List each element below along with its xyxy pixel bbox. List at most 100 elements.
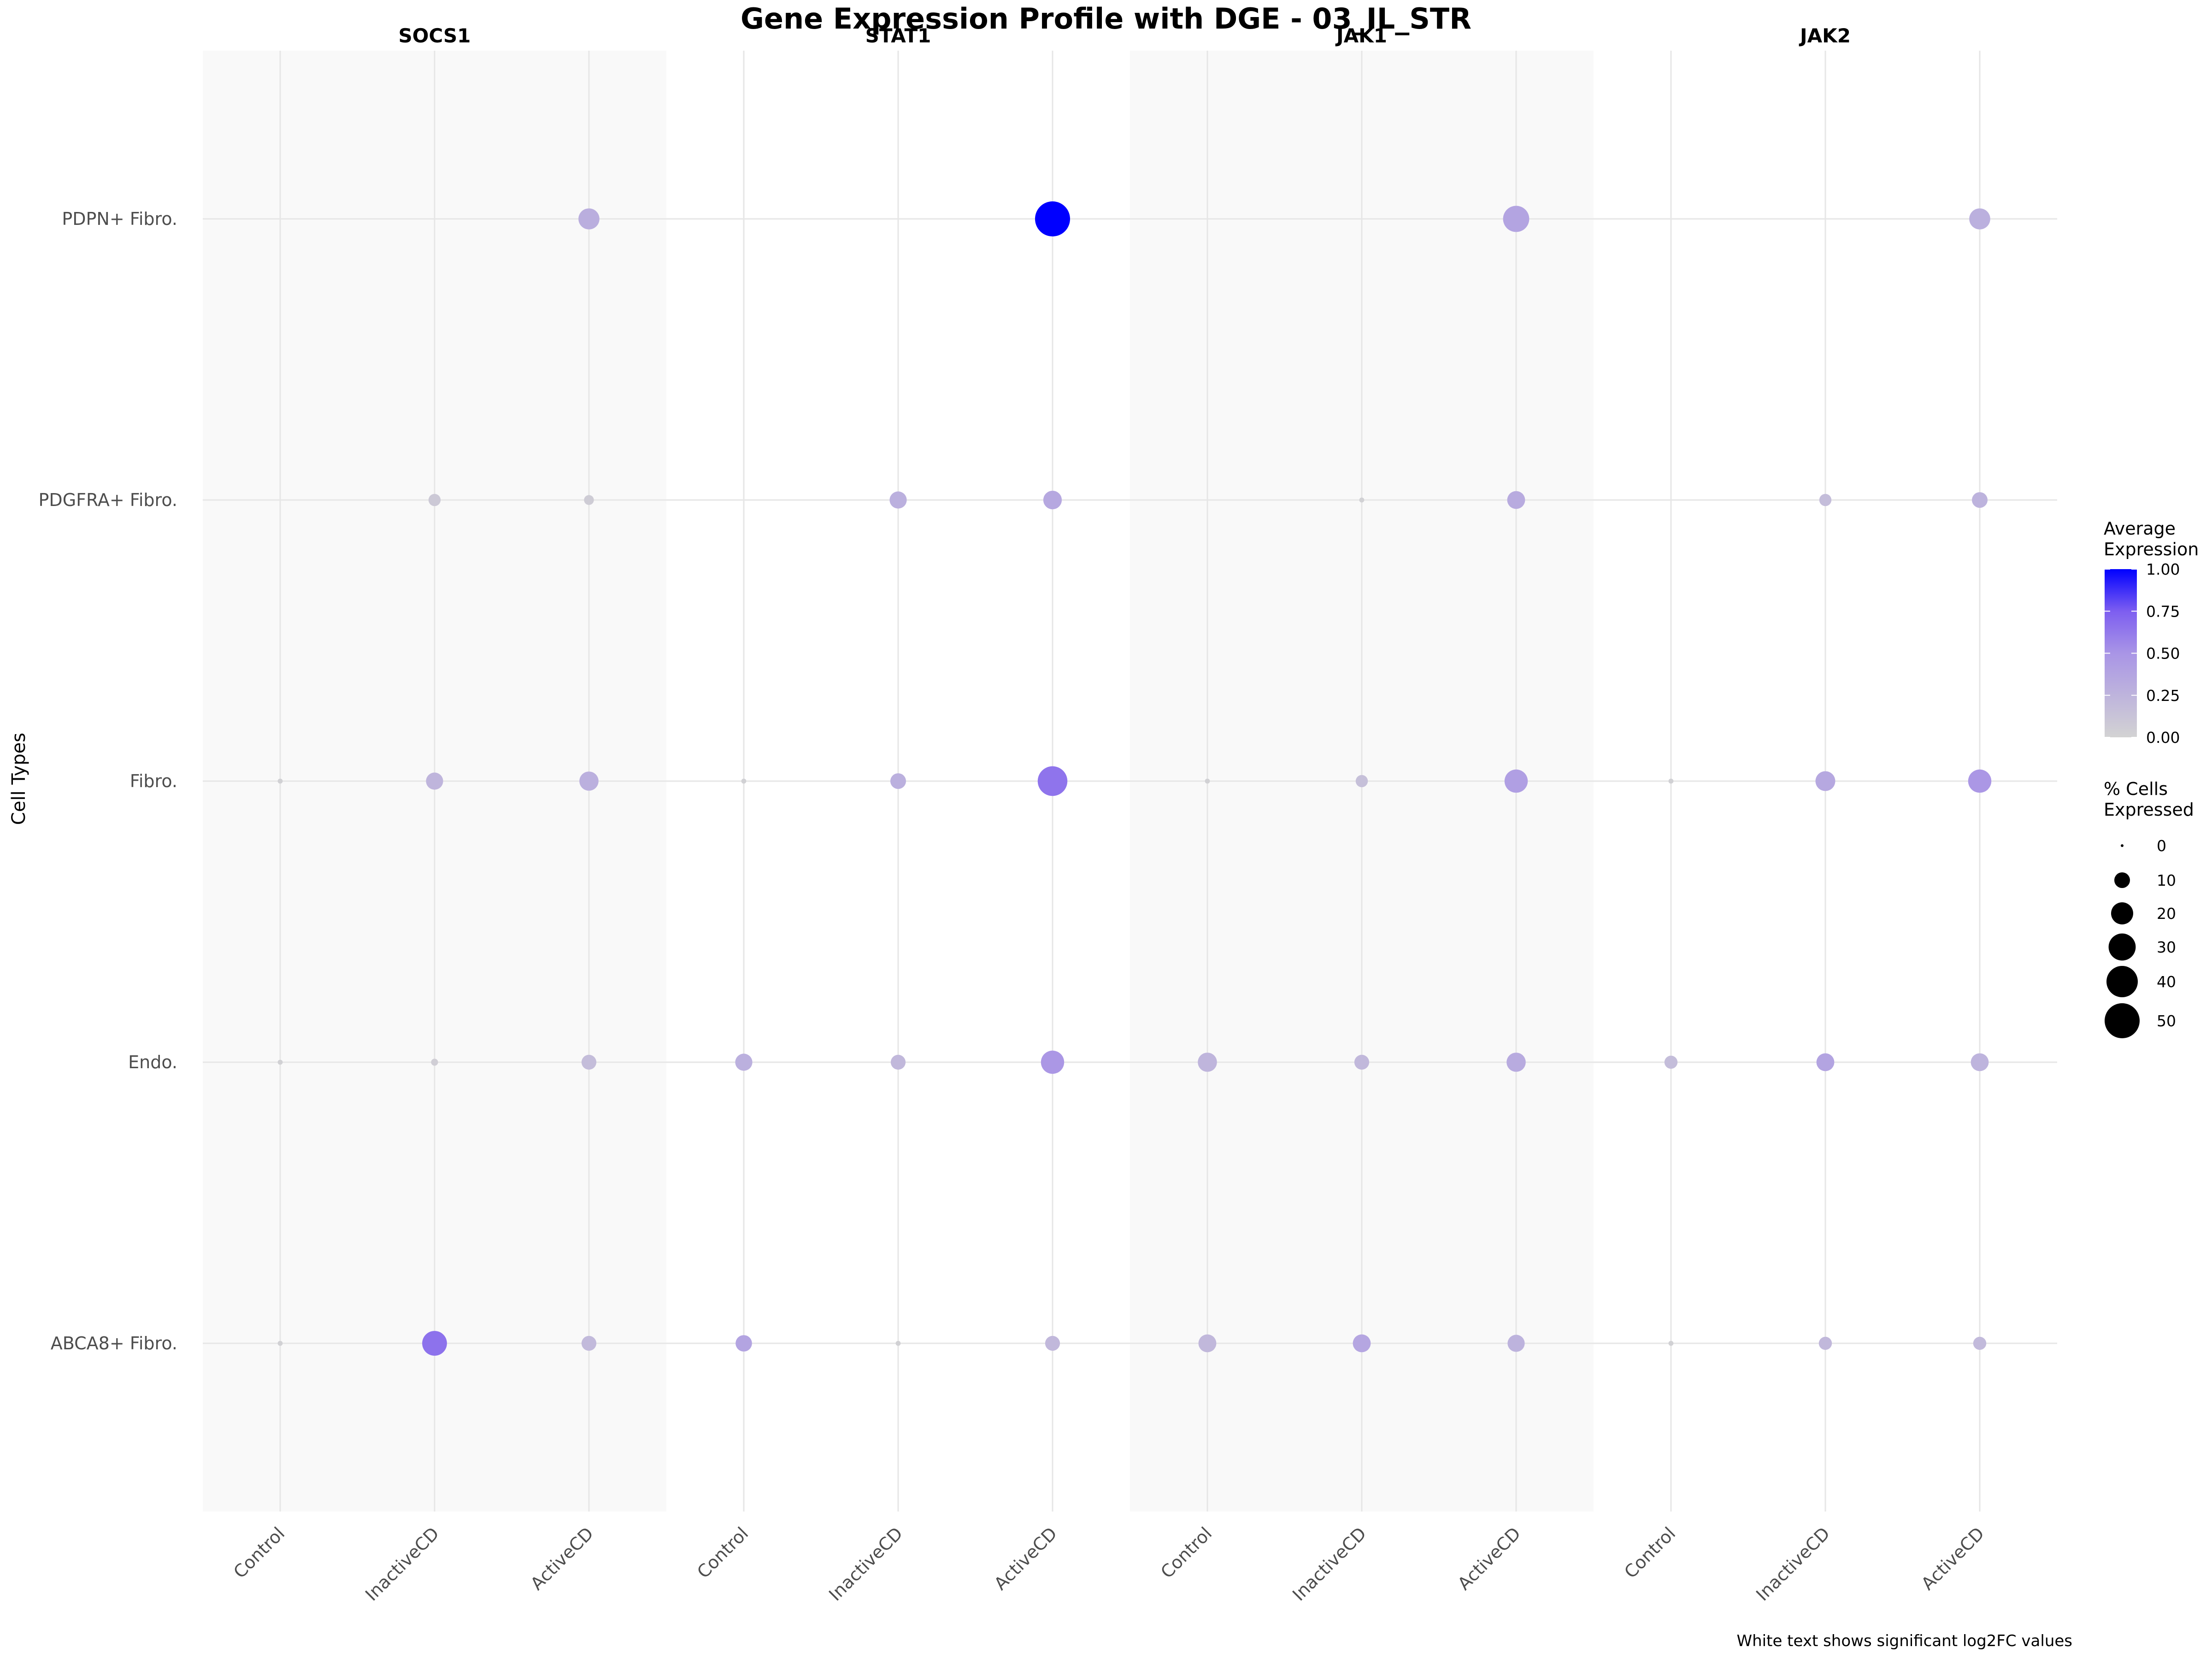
dot-stat1-inactivecd: [895, 1341, 901, 1346]
dot-jak1-inactivecd: [1353, 1334, 1371, 1353]
dot-jak2-inactivecd: [1815, 771, 1835, 791]
size-legend-label: 50: [2157, 1012, 2176, 1030]
color-legend-title-line2: Expression: [2104, 539, 2199, 559]
x-tick-stat1-control: Control: [693, 1523, 752, 1582]
dot-socs1-control: [277, 1059, 283, 1065]
x-tick-jak2-activecd: ActiveCD: [1918, 1523, 1988, 1594]
color-legend-tick-label: 1.00: [2146, 560, 2180, 578]
x-tick-jak2-inactivecd: InactiveCD: [1752, 1523, 1834, 1605]
dot-stat1-inactivecd: [889, 491, 907, 509]
dot-jak2-activecd: [1971, 1053, 1989, 1071]
dot-jak1-inactivecd: [1359, 497, 1365, 503]
dot-jak1-inactivecd: [1355, 775, 1368, 788]
dot-stat1-inactivecd: [890, 1054, 906, 1070]
dot-jak1-activecd: [1507, 1335, 1525, 1352]
dot-stat1-activecd: [1035, 201, 1070, 236]
dot-jak2-activecd: [1972, 492, 1988, 508]
size-legend-label: 10: [2157, 871, 2176, 889]
color-legend-tick-label: 0.25: [2146, 687, 2180, 705]
dot-socs1-activecd: [581, 1054, 597, 1070]
dot-stat1-control: [735, 1335, 752, 1352]
dot-jak2-control: [1664, 1055, 1678, 1069]
size-legend-label: 0: [2157, 837, 2166, 855]
facet-label-jak2: JAK2: [1799, 24, 1851, 47]
size-legend-dot: [2114, 872, 2130, 888]
dot-jak1-activecd: [1506, 1053, 1526, 1072]
size-legend-dot: [2106, 966, 2138, 997]
dot-stat1-activecd: [1043, 490, 1062, 510]
dot-socs1-inactivecd: [428, 494, 441, 506]
size-legend-label: 30: [2157, 938, 2176, 956]
dot-jak2-inactivecd: [1819, 494, 1832, 506]
x-tick-jak1-control: Control: [1157, 1523, 1216, 1582]
dot-jak1-activecd: [1504, 769, 1528, 793]
y-tick-label: PDGFRA+ Fibro.: [39, 490, 177, 510]
dot-jak1-inactivecd: [1354, 1054, 1370, 1070]
data-points: [277, 201, 1992, 1356]
y-tick-label: ABCA8+ Fibro.: [51, 1333, 177, 1353]
size-legend-dot: [2105, 1003, 2140, 1038]
facet-strip-labels: SOCS1 STAT1 JAK1 JAK2: [398, 24, 1850, 47]
chart-title: Gene Expression Profile with DGE - 03_IL…: [741, 2, 1471, 35]
x-tick-jak1-activecd: ActiveCD: [1454, 1523, 1525, 1594]
y-tick-label: PDPN+ Fibro.: [62, 209, 177, 229]
dot-socs1-activecd: [584, 495, 594, 505]
y-tick-label: Fibro.: [130, 771, 177, 791]
dot-socs1-control: [277, 1341, 283, 1346]
dot-jak2-activecd: [1969, 208, 1990, 229]
size-legend: % Cells Expressed 0 10 20 30 40 50: [2104, 779, 2194, 1038]
y-tick-labels: PDPN+ Fibro. PDGFRA+ Fibro. Fibro. Endo. ABC…: [39, 209, 177, 1353]
dot-jak2-control: [1668, 778, 1674, 784]
size-legend-dot: [2111, 902, 2133, 924]
facet-label-jak1: JAK1: [1335, 24, 1387, 47]
color-legend: Average Expression 1.00 0.75 0.50 0.25 0.00: [2104, 518, 2199, 747]
color-legend-title-line1: Average: [2104, 518, 2176, 539]
color-legend-tick-label: 0.00: [2146, 729, 2180, 747]
x-tick-socs1-activecd: ActiveCD: [527, 1523, 598, 1594]
facet-label-socs1: SOCS1: [398, 24, 471, 47]
dot-jak1-control: [1205, 778, 1210, 784]
dot-jak2-activecd: [1973, 1336, 1987, 1350]
size-legend-title-line2: Expressed: [2104, 800, 2194, 820]
color-legend-tick-label: 0.50: [2146, 645, 2180, 663]
x-tick-labels: Control InactiveCD ActiveCD Control Inactive…: [229, 1523, 1988, 1605]
size-legend-title-line1: % Cells: [2104, 779, 2168, 799]
dot-stat1-inactivecd: [890, 773, 906, 789]
dot-jak2-inactivecd: [1818, 1336, 1832, 1350]
dot-socs1-inactivecd: [431, 1059, 438, 1066]
x-tick-stat1-activecd: ActiveCD: [990, 1523, 1061, 1594]
x-tick-jak1-inactivecd: InactiveCD: [1288, 1523, 1370, 1605]
dot-jak1-activecd: [1503, 206, 1530, 232]
y-axis-label: Cell Types: [8, 733, 29, 825]
dot-jak1-activecd: [1507, 491, 1525, 509]
dot-jak1-control: [1198, 1334, 1217, 1353]
dot-jak2-inactivecd: [1816, 1053, 1835, 1071]
dot-stat1-control: [735, 1053, 753, 1071]
facet-label-stat1: STAT1: [865, 24, 931, 47]
dot-socs1-activecd: [581, 1335, 597, 1351]
dot-stat1-activecd: [1041, 1050, 1065, 1074]
dot-jak2-control: [1668, 1341, 1674, 1346]
size-legend-label: 40: [2157, 973, 2176, 991]
size-legend-label: 20: [2157, 905, 2176, 923]
dot-socs1-inactivecd: [426, 772, 443, 790]
dot-jak2-activecd: [1968, 769, 1992, 793]
color-legend-tick-label: 0.75: [2146, 602, 2180, 620]
dot-socs1-activecd: [578, 208, 600, 229]
x-tick-jak2-control: Control: [1620, 1523, 1679, 1582]
dot-socs1-inactivecd: [422, 1331, 447, 1356]
dot-jak1-control: [1198, 1053, 1217, 1072]
dot-stat1-activecd: [1037, 766, 1068, 796]
dot-socs1-activecd: [579, 771, 599, 791]
y-tick-label: Endo.: [128, 1052, 177, 1072]
x-tick-socs1-inactivecd: InactiveCD: [361, 1523, 443, 1605]
size-legend-dot: [2121, 844, 2124, 847]
x-tick-stat1-inactivecd: InactiveCD: [825, 1523, 906, 1605]
x-tick-socs1-control: Control: [229, 1523, 288, 1582]
chart-caption: White text shows significant log2FC valu…: [1737, 1632, 2073, 1650]
dot-socs1-control: [277, 778, 283, 784]
dot-stat1-control: [741, 778, 747, 784]
size-legend-dot: [2108, 933, 2136, 961]
dot-stat1-activecd: [1045, 1335, 1060, 1351]
